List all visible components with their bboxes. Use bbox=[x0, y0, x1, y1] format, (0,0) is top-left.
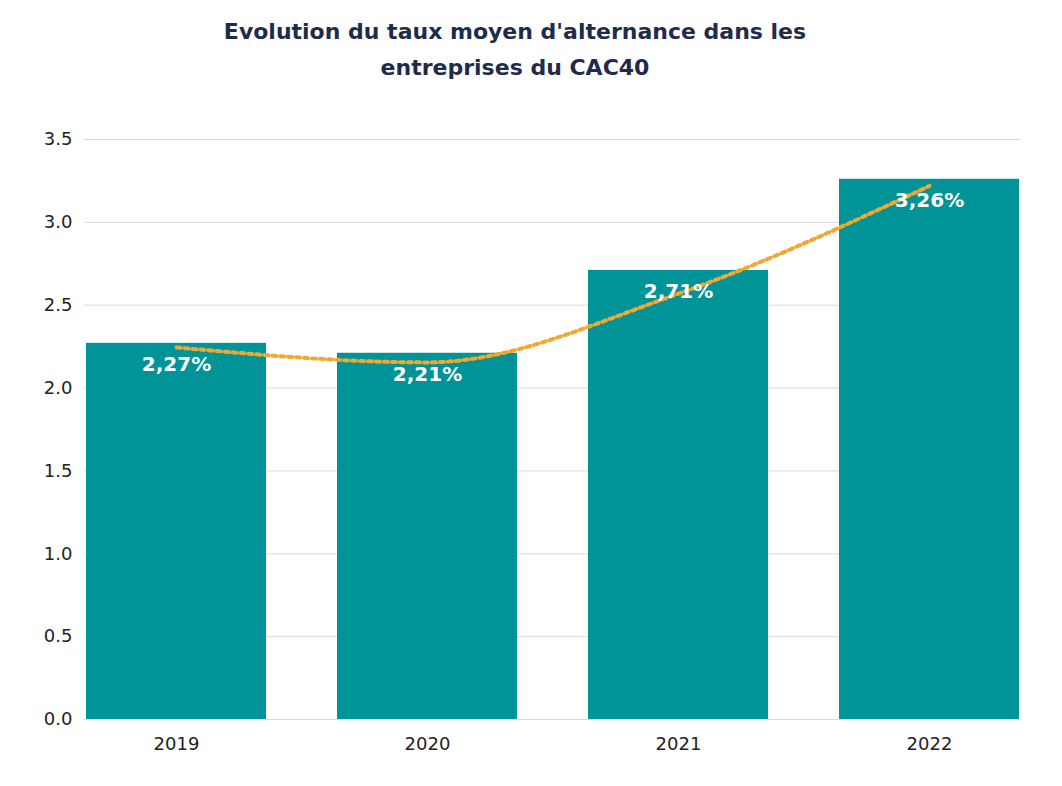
svg-text:3.0: 3.0 bbox=[44, 211, 73, 232]
html-text:Evolution du taux moyen d'alte: Evolution du taux moyen d'alternance dan… bbox=[223, 19, 807, 80]
svg-text:2,21%: 2,21% bbox=[393, 362, 462, 386]
svg-text:2022: 2022 bbox=[907, 733, 953, 754]
svg-text:1.5: 1.5 bbox=[44, 460, 73, 481]
svg-text:2,71%: 2,71% bbox=[644, 279, 713, 303]
svg-text:2019: 2019 bbox=[154, 733, 200, 754]
svg-text:2021: 2021 bbox=[656, 733, 702, 754]
svg-text:0.0: 0.0 bbox=[44, 708, 73, 729]
svg-text:2,27%: 2,27% bbox=[142, 352, 211, 376]
svg-text:2.0: 2.0 bbox=[44, 377, 73, 398]
svg-text:3,26%: 3,26% bbox=[895, 188, 964, 212]
svg-text:2020: 2020 bbox=[405, 733, 451, 754]
svg-text:2.5: 2.5 bbox=[44, 294, 73, 315]
svg-text:3.5: 3.5 bbox=[44, 128, 73, 149]
svg-text:1.0: 1.0 bbox=[44, 543, 73, 564]
svg-text:0.5: 0.5 bbox=[44, 625, 73, 646]
